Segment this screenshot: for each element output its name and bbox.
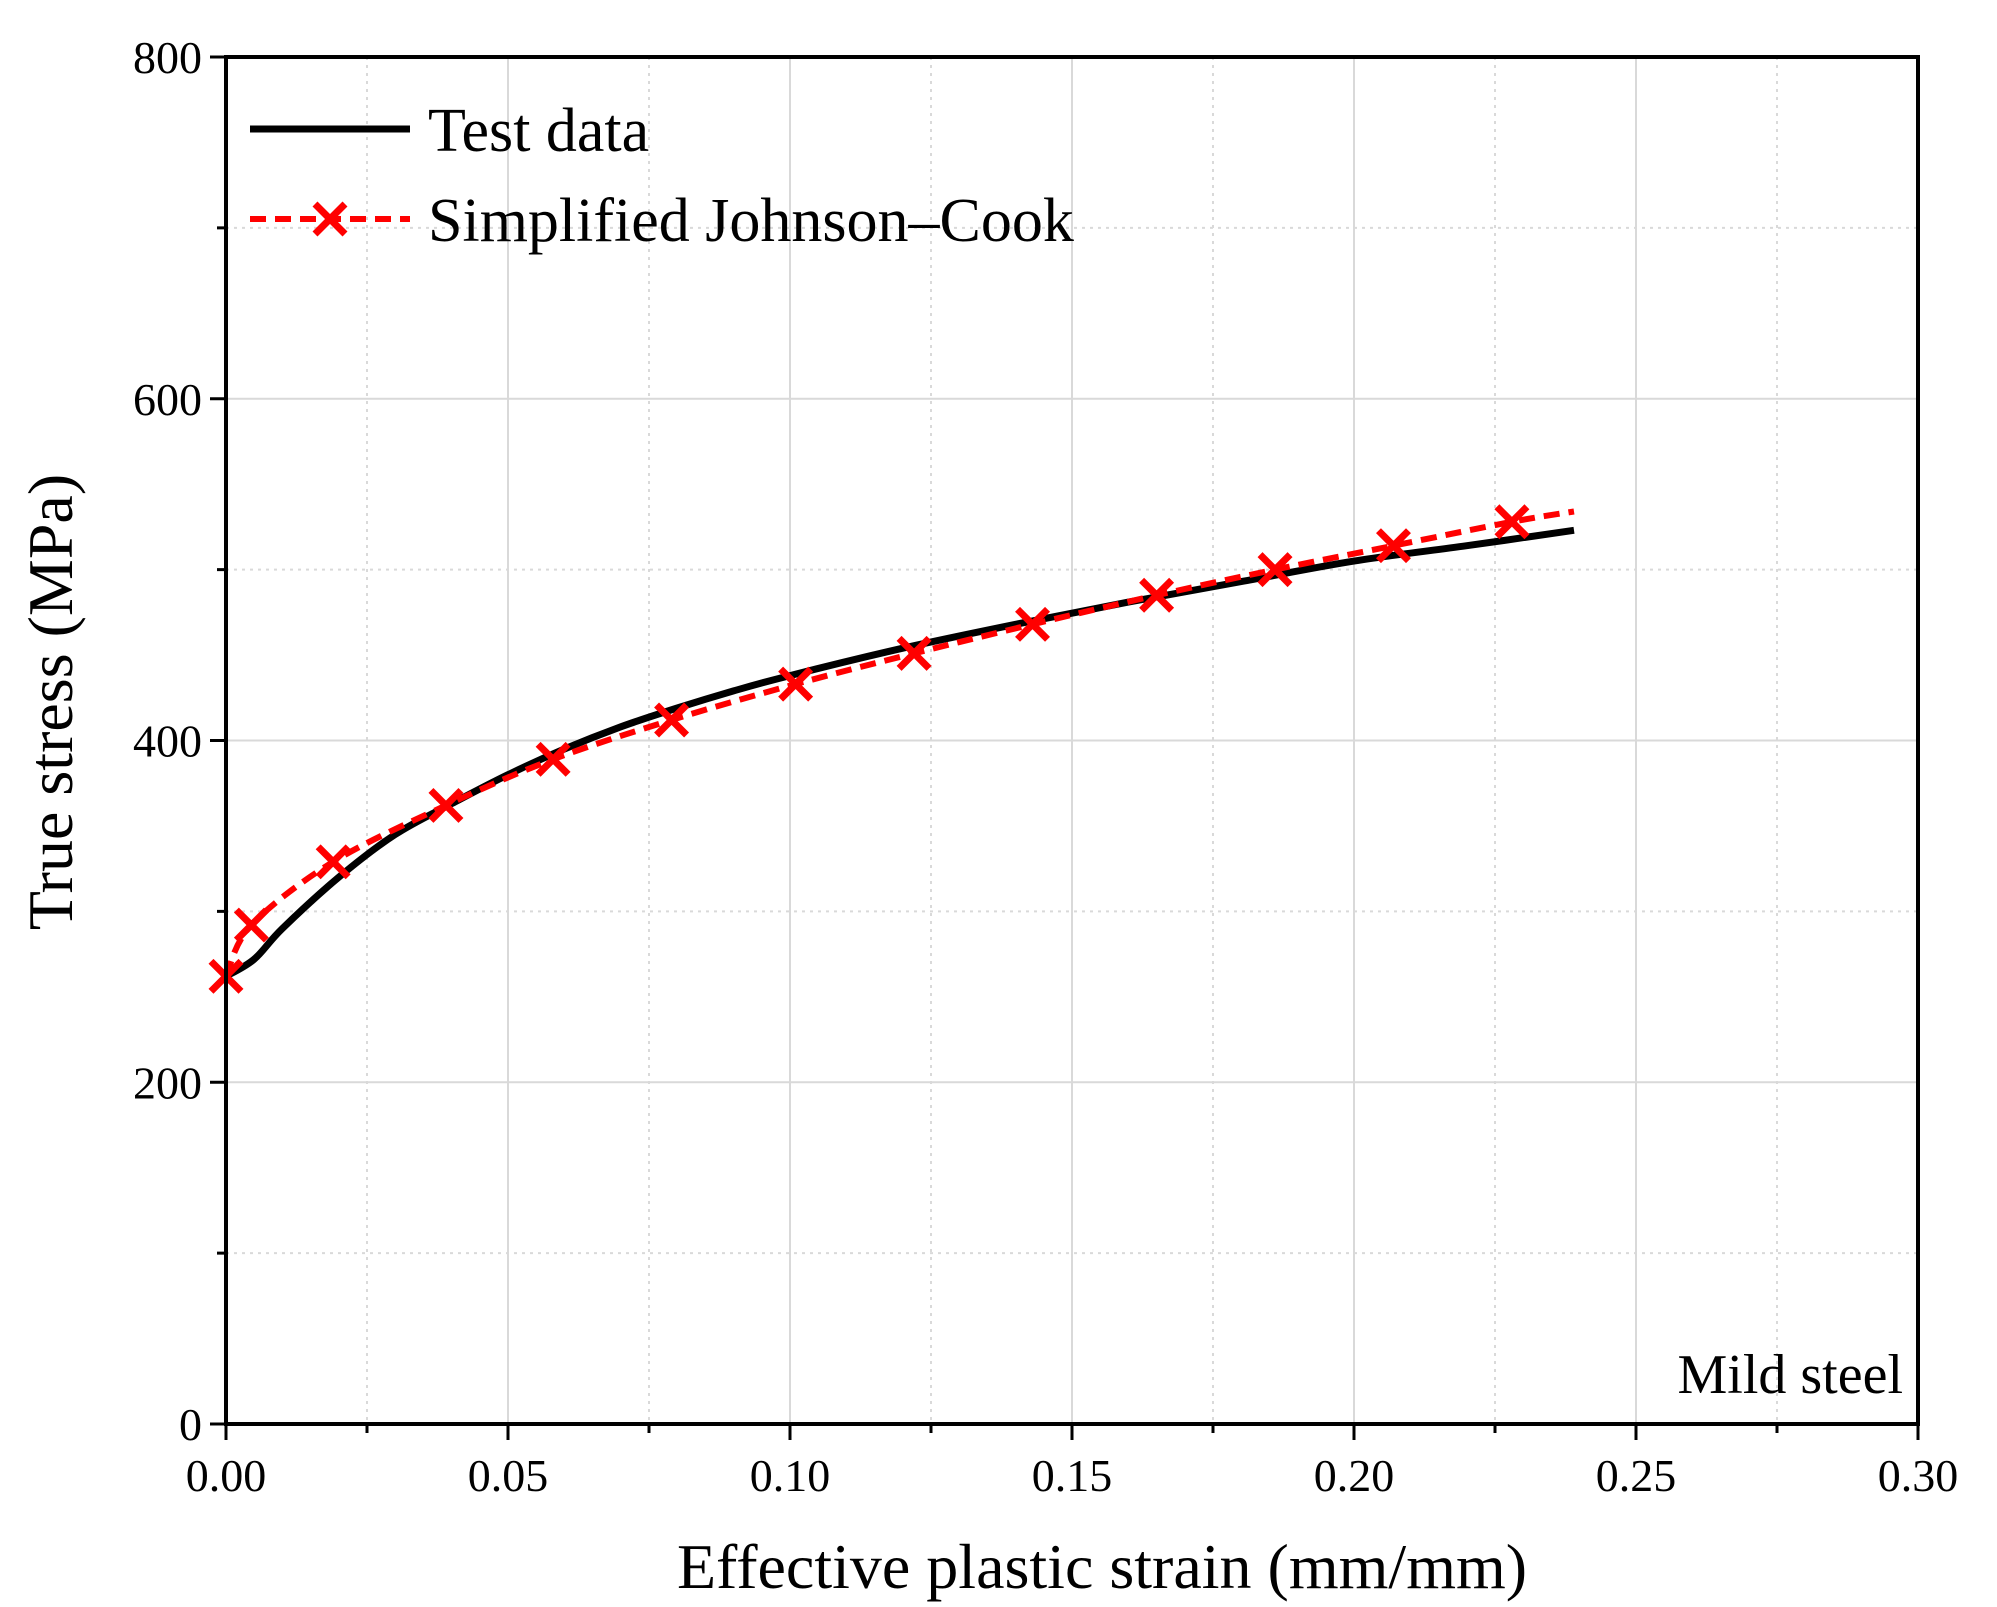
data-point-johnson-cook bbox=[428, 787, 464, 823]
data-point-johnson-cook bbox=[1139, 577, 1175, 613]
legend: Test data Simplified Johnson–Cook bbox=[250, 97, 1074, 255]
x-tick-label: 0.15 bbox=[1032, 1450, 1113, 1501]
y-axis-title: True stress (MPa) bbox=[15, 474, 86, 930]
data-point-johnson-cook bbox=[778, 666, 814, 702]
x-tick-label: 0.10 bbox=[750, 1450, 831, 1501]
ticks: 0.00 0.05 0.10 0.15 0.20 0.25 0.30 0 200 400 600 80… bbox=[133, 32, 1958, 1501]
data-point-johnson-cook bbox=[315, 844, 351, 880]
series-line-test-data bbox=[224, 526, 1575, 980]
x-tick-label: 0.05 bbox=[468, 1450, 549, 1501]
legend-marker-johnson-cook bbox=[312, 201, 348, 237]
legend-label-test-data: Test data bbox=[428, 97, 649, 165]
y-tick-label: 400 bbox=[133, 716, 202, 767]
y-tick-label: 200 bbox=[133, 1057, 202, 1108]
grid bbox=[226, 57, 1918, 1424]
legend-label-johnson-cook: Simplified Johnson–Cook bbox=[428, 187, 1074, 255]
x-tick-label: 0.20 bbox=[1314, 1450, 1395, 1501]
series-line-johnson-cook bbox=[223, 508, 1575, 978]
x-tick-label: 0.30 bbox=[1878, 1450, 1959, 1501]
data-point-johnson-cook bbox=[654, 702, 690, 738]
series-layer bbox=[208, 504, 1575, 994]
x-axis-title: Effective plastic strain (mm/mm) bbox=[677, 1531, 1527, 1602]
x-tick-label: 0.00 bbox=[186, 1450, 267, 1501]
data-point-johnson-cook bbox=[1494, 504, 1530, 540]
y-tick-label: 600 bbox=[133, 374, 202, 425]
data-point-johnson-cook bbox=[1376, 528, 1411, 564]
data-point-johnson-cook bbox=[1257, 552, 1293, 588]
y-tick-label: 800 bbox=[133, 32, 202, 83]
material-annotation: Mild steel bbox=[1677, 1344, 1903, 1406]
data-point-johnson-cook bbox=[896, 635, 932, 671]
data-point-johnson-cook bbox=[1015, 606, 1050, 642]
data-point-johnson-cook bbox=[233, 907, 269, 943]
data-point-johnson-cook bbox=[535, 741, 571, 777]
y-tick-label: 0 bbox=[179, 1399, 202, 1450]
x-tick-label: 0.25 bbox=[1596, 1450, 1677, 1501]
